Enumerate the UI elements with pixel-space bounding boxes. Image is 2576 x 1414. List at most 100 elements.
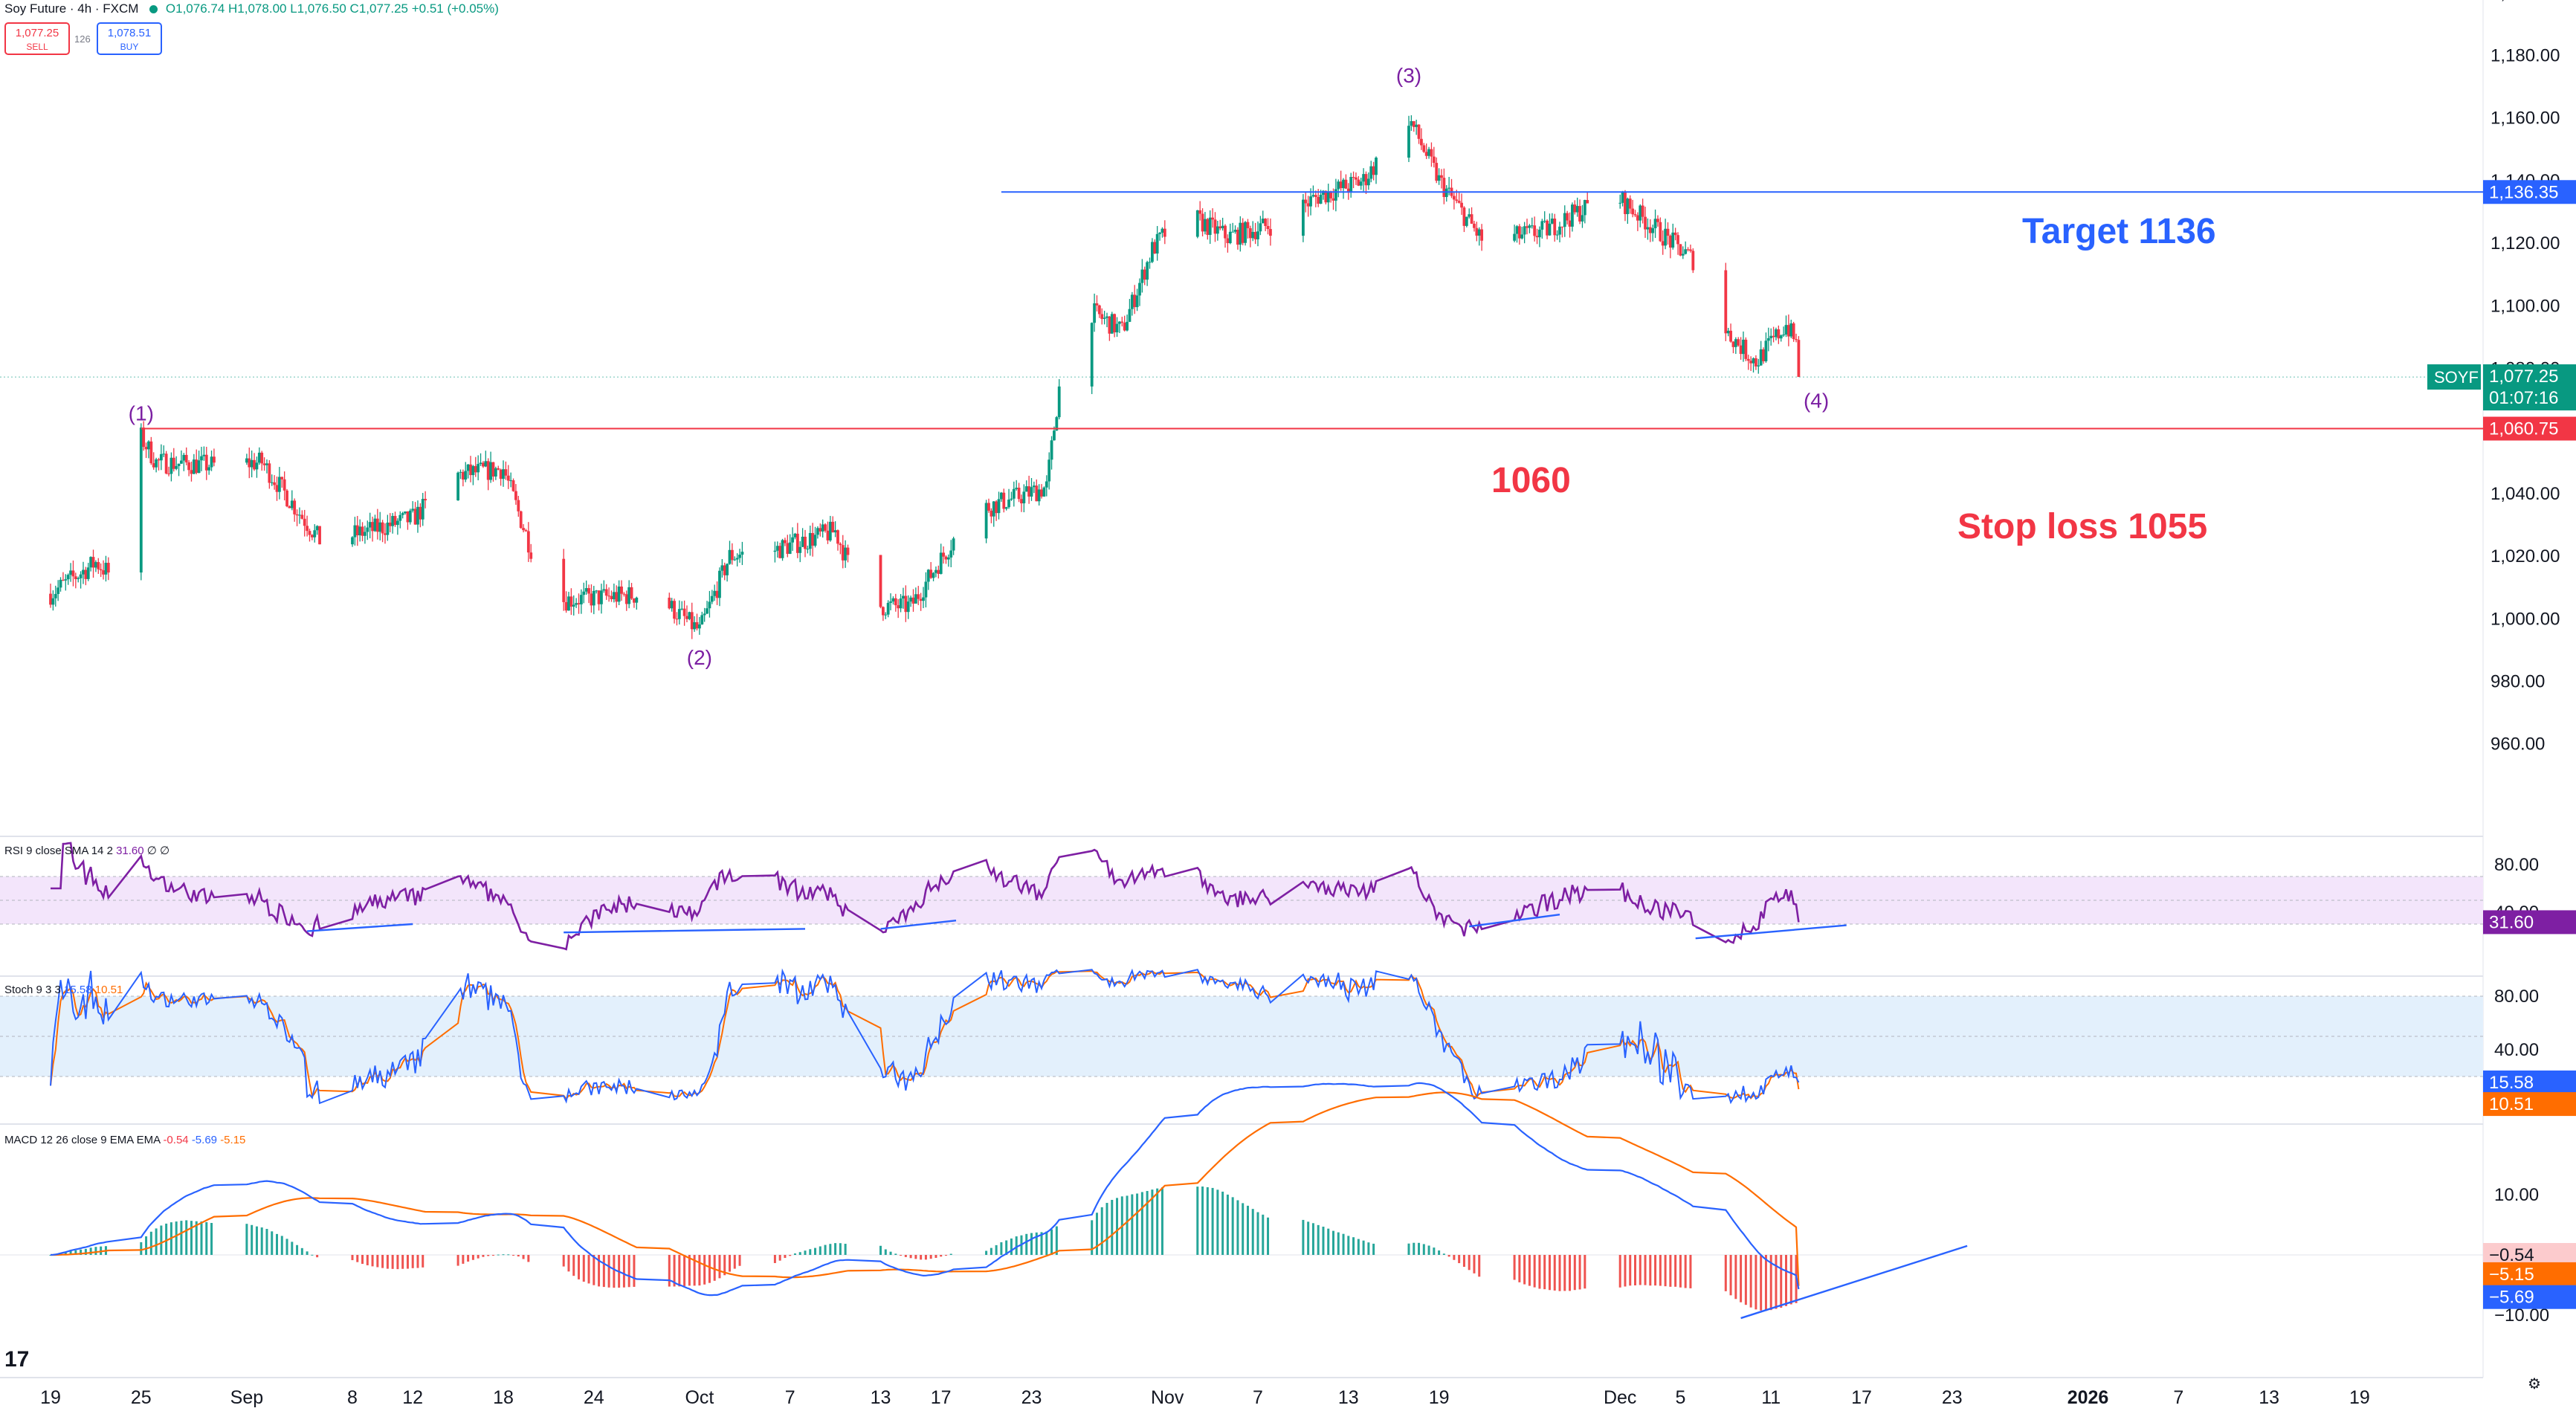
candle-body [602, 589, 606, 591]
level-annotation: 1060 [1491, 461, 1571, 500]
candle-body [1269, 229, 1272, 236]
macd-legend[interactable]: MACD 12 26 close 9 EMA EMA -0.54 -5.69 -… [4, 1134, 245, 1146]
candle-body [184, 454, 188, 462]
candle-body [491, 462, 495, 477]
buy-button[interactable]: 1,078.51 BUY [97, 22, 162, 55]
candle-body [262, 463, 266, 465]
sell-button[interactable]: 1,077.25 SELL [4, 22, 70, 55]
macd-hist-bar [1025, 1233, 1028, 1255]
price-tick-label: 1,020.00 [2491, 546, 2560, 566]
price-tick-label: 1,160.00 [2491, 109, 2560, 129]
candle-body [695, 622, 699, 629]
candle-body [54, 593, 57, 598]
macd-hist-bar [622, 1255, 625, 1288]
candle-body [1618, 202, 1622, 204]
candle-body [1143, 269, 1146, 280]
stoch-k-badge: 15.58 [2483, 1070, 2576, 1094]
candle-body [1415, 124, 1418, 127]
macd-hist-bar [1740, 1255, 1743, 1302]
candle-body [1123, 323, 1126, 331]
candle-body [735, 558, 739, 560]
macd-hist-bar [1216, 1189, 1219, 1255]
macd-line [50, 1082, 1800, 1297]
macd-hist-bar [1639, 1255, 1642, 1285]
macd-hist-bar [587, 1255, 590, 1284]
candle-body [1563, 213, 1566, 227]
stop-price-badge-text: 1,060.75 [2489, 419, 2558, 439]
candle-body [693, 622, 697, 630]
macd-hist-bar [1624, 1255, 1627, 1287]
macd-signal-badge-text: −5.15 [2489, 1265, 2534, 1285]
macd-hist-bar [949, 1253, 952, 1255]
macd-hist-bar [1468, 1255, 1471, 1271]
candle-body [1684, 249, 1688, 254]
candle-body [1037, 489, 1041, 502]
candle-body [718, 570, 721, 598]
candle-body [471, 465, 475, 476]
candle-body [210, 456, 213, 468]
candle-body [1007, 500, 1010, 508]
candle-body [1302, 199, 1305, 236]
macd-hist-bar [723, 1255, 726, 1276]
macd-hist-bar [64, 1252, 67, 1255]
macd-hist-bar [80, 1249, 83, 1255]
stoch-d-badge-text: 10.51 [2489, 1094, 2534, 1114]
candle-body [1691, 251, 1695, 271]
macd-hist-bar [1533, 1255, 1536, 1288]
candle-body [1213, 219, 1217, 234]
symbol-title[interactable]: Soy Future · 4h · FXCM [4, 1, 139, 16]
candle-body [248, 458, 251, 468]
macd-histogram [49, 1186, 1798, 1311]
candle-body [1648, 227, 1652, 233]
candle-body [698, 624, 701, 629]
candle-body [419, 506, 422, 520]
macd-hist-bar [1543, 1255, 1546, 1290]
macd-hist-bar [673, 1255, 676, 1287]
candle-body [703, 613, 706, 616]
time-axis-label: 19 [1429, 1387, 1450, 1408]
time-axis-label: 17 [931, 1387, 952, 1408]
rsi-tick-label: 80.00 [2494, 855, 2539, 875]
candle-body [1047, 459, 1051, 482]
macd-hist-bar [1769, 1255, 1772, 1311]
macd-hist-bar [361, 1255, 364, 1265]
candle-body [273, 482, 277, 485]
tradingview-logo-icon[interactable]: 17 [4, 1347, 30, 1372]
rsi-legend[interactable]: RSI 9 close SMA 14 2 31.60 ∅ ∅ [4, 844, 170, 857]
candle-body [1636, 215, 1639, 221]
candle-body [1533, 225, 1537, 236]
macd-hist-bar [1140, 1192, 1143, 1255]
candle-body [1204, 219, 1207, 232]
macd-hist-bar [527, 1255, 530, 1262]
macd-hist-bar [497, 1254, 500, 1256]
candle-body [1337, 181, 1340, 190]
candle-body [57, 587, 60, 594]
macd-hist-bar [1649, 1255, 1652, 1286]
candle-body [1686, 249, 1690, 251]
macd-hist-bar [598, 1255, 601, 1287]
candle-body [1558, 226, 1561, 235]
candle-body [204, 454, 208, 471]
macd-hist-bar [894, 1253, 897, 1255]
macd-hist-bar [1462, 1255, 1465, 1268]
macd-hist-bar [1644, 1255, 1647, 1285]
macd-hist-bar [904, 1255, 907, 1257]
candle-body [318, 526, 321, 545]
candle-body [497, 468, 500, 470]
candle-body [1744, 339, 1748, 359]
macd-hist-bar [703, 1255, 706, 1285]
candle-body [1412, 120, 1415, 127]
candle-body [1372, 166, 1375, 175]
stoch-tick-label: 80.00 [2494, 987, 2539, 1007]
candle-body [1319, 194, 1323, 204]
candle-body [1477, 229, 1481, 236]
macd-hist-bar [1246, 1205, 1249, 1255]
ohlc-readout: O1,076.74 H1,078.00 L1,076.50 C1,077.25 … [165, 1, 499, 16]
candle-body [310, 535, 314, 537]
stoch-legend[interactable]: Stoch 9 3 3 15.58 10.51 [4, 984, 123, 996]
candle-body [66, 575, 70, 580]
candle-body [1113, 314, 1117, 333]
macd-hist-bar [713, 1255, 716, 1281]
